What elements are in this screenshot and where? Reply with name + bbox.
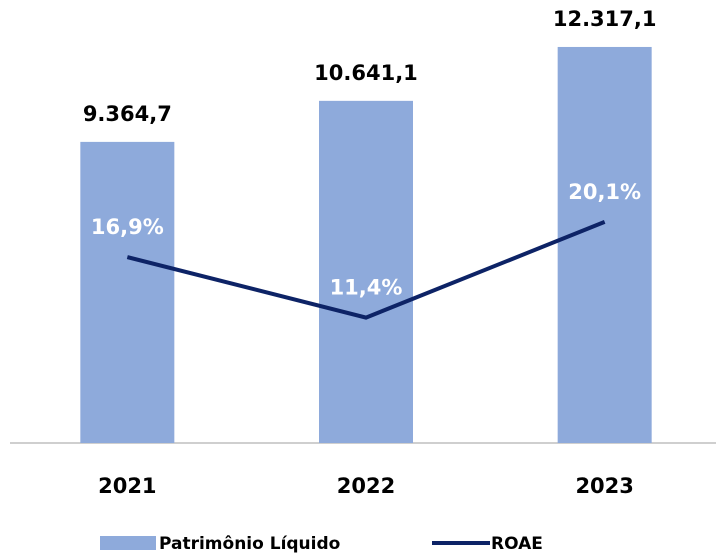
legend-label: ROAE (491, 534, 543, 554)
x-tick-label: 2021 (98, 474, 156, 498)
bar (319, 100, 413, 443)
legend-swatch (100, 536, 156, 550)
x-tick-label: 2022 (337, 474, 395, 498)
bar (557, 46, 652, 444)
line-value-label: 16,9% (91, 215, 164, 239)
bar-value-label: 9.364,7 (83, 102, 172, 126)
bar (80, 141, 175, 444)
legend-label: Patrimônio Líquido (159, 534, 340, 554)
x-tick-label: 2023 (575, 474, 633, 498)
bar-value-label: 10.641,1 (314, 61, 418, 85)
line-value-label: 20,1% (568, 180, 641, 204)
bar-value-label: 12.317,1 (553, 7, 657, 31)
line (126, 220, 606, 320)
line-value-label: 11,4% (330, 276, 403, 300)
